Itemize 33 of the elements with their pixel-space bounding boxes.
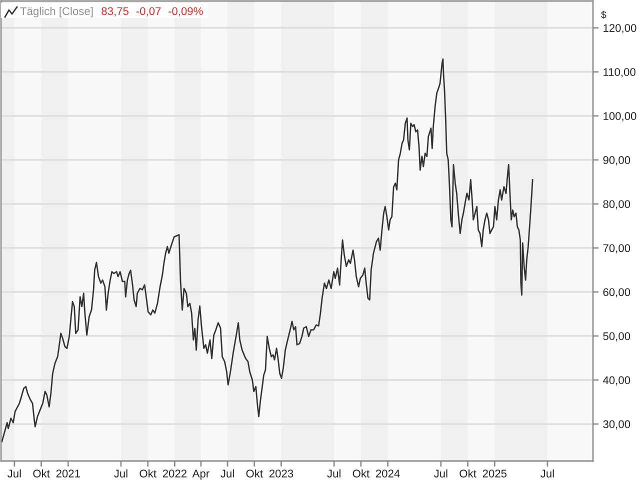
x-tick-label: Jul [8,469,21,478]
x-tick-label: 2021 [56,470,80,478]
x-tick-label: Okt [246,469,263,478]
x-tick-label: Jul [540,469,554,478]
x-tick-label: Okt [140,469,156,478]
y-axis-title: $ [601,10,606,19]
annotation: -0,07 [136,7,161,16]
y-tick-label: 70,00 [603,244,630,254]
y-tick-label: 50,00 [603,332,630,342]
y-tick-label: 80,00 [603,200,630,210]
x-tick-label: 2023 [269,470,294,478]
y-tick-label: 60,00 [603,288,630,298]
y-tick-label: 110,00 [604,68,636,78]
y-tick-label: 120,00 [604,24,636,34]
x-tick-label: 2024 [376,470,400,478]
text: Täglich [Close] [20,6,93,18]
annotation: 83,75 [102,7,128,16]
x-tick-label: 2022 [162,470,186,478]
x-tick-label: Okt [33,469,50,478]
x-tick-label: Jul [114,469,128,478]
y-tick-label: 100,00 [604,112,636,122]
line-series [1,58,534,442]
x-tick-label: 2025 [482,470,507,478]
y-tick-label: 30,00 [603,420,630,430]
y-tick-label: 40,00 [602,376,630,386]
x-tick-label: Apr [192,470,210,480]
x-tick-label: Jul [327,469,340,478]
x-tick-label: Jul [220,469,234,478]
x-tick-label: Okt [460,469,476,478]
y-tick-label: 90,00 [603,156,630,166]
x-tick-label: Okt [352,469,370,478]
x-tick-label: Jul [434,469,448,478]
annotation: -0,09% [168,7,203,16]
